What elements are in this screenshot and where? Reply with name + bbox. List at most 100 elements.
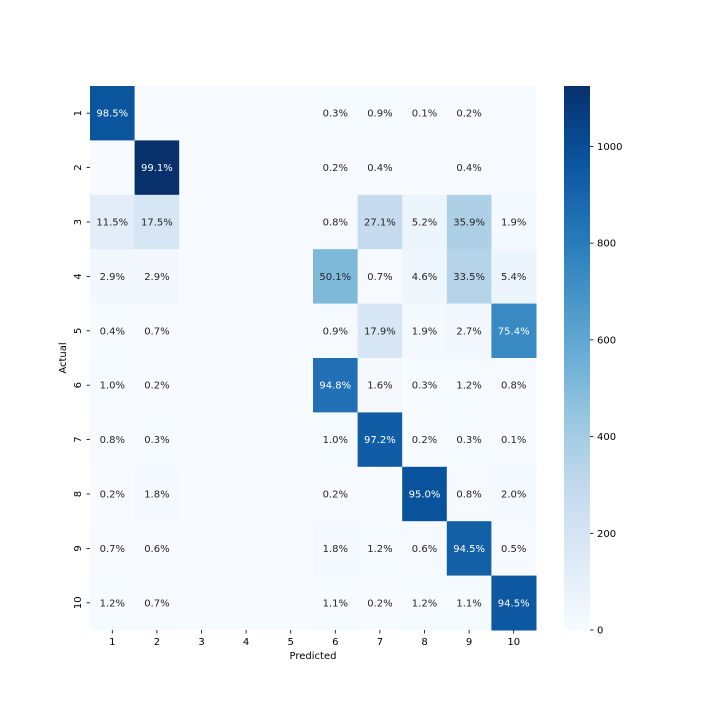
- y-axis: 1 2 3 4 5 6 7 8 9 10: [73, 110, 90, 609]
- y-tick-label: 3: [73, 219, 84, 225]
- heatmap-cell: [90, 303, 136, 359]
- y-tick-label: 2: [73, 164, 84, 170]
- heatmap-cell: [223, 303, 269, 359]
- heatmap-cell: [268, 194, 314, 250]
- heatmap-cell: [134, 521, 180, 577]
- cell-label: 0.2%: [323, 163, 348, 174]
- cell-label: 2.0%: [501, 490, 526, 501]
- heatmap-cell: [223, 575, 269, 631]
- heatmap-cell: [491, 466, 537, 522]
- heatmap-cell: [223, 194, 269, 250]
- cell-label: 4.6%: [412, 272, 437, 283]
- heatmap-cell: [402, 358, 448, 413]
- heatmap-cell: [223, 412, 269, 468]
- heatmap-cell: [179, 521, 225, 577]
- heatmap-cell: [402, 575, 448, 631]
- heatmap-cell: [446, 194, 492, 250]
- y-tick-label: 1: [73, 110, 84, 116]
- heatmap-cell: [402, 412, 448, 468]
- heatmap-cell: [357, 140, 403, 196]
- cell-label: 75.4%: [498, 326, 530, 337]
- cell-label: 0.7%: [367, 272, 392, 283]
- heatmap-cell: [402, 194, 448, 250]
- cell-label: 1.8%: [323, 544, 348, 555]
- cell-label: 17.9%: [364, 326, 396, 337]
- y-tick-label: 5: [73, 328, 84, 334]
- cell-label: 1.0%: [323, 435, 348, 446]
- colorbar-tick-label: 200: [597, 529, 616, 540]
- heatmap-cell: [491, 140, 537, 196]
- heatmap-cell: [491, 194, 537, 250]
- cell-label: 95.0%: [409, 490, 441, 501]
- cell-label: 17.5%: [141, 218, 173, 229]
- heatmap-cell: [402, 521, 448, 577]
- x-tick-label: 3: [198, 637, 204, 648]
- cell-label: 0.5%: [501, 544, 526, 555]
- heatmap-cell: [313, 86, 359, 141]
- cell-labels: 98.5% 0.3% 0.9% 0.1% 0.2% 99.1% 0.2% 0.4% 0.4% 11…: [96, 109, 529, 610]
- heatmap-cell: [357, 249, 403, 305]
- heatmap-cell: [90, 86, 136, 141]
- heatmap-cell: [446, 358, 492, 413]
- cell-label: 2.9%: [144, 272, 169, 283]
- heatmap-cell: [402, 249, 448, 305]
- y-tick-label: 8: [73, 491, 84, 497]
- colorbar-tick-label: 600: [597, 335, 616, 346]
- cell-label: 0.3%: [323, 109, 348, 120]
- cell-label: 1.1%: [323, 598, 348, 609]
- cell-label: 97.2%: [364, 435, 396, 446]
- heatmap-cell: [223, 86, 269, 141]
- cell-label: 0.7%: [144, 598, 169, 609]
- cell-label: 0.3%: [412, 381, 437, 392]
- x-tick-label: 8: [421, 637, 427, 648]
- cell-label: 0.7%: [144, 326, 169, 337]
- x-tick-label: 2: [154, 637, 160, 648]
- heatmap-cell: [313, 358, 359, 413]
- heatmap-cell: [491, 412, 537, 468]
- heatmap-cell: [179, 575, 225, 631]
- heatmap-cell: [90, 194, 136, 250]
- colorbar-tick-label: 0: [597, 626, 603, 637]
- cell-label: 1.9%: [412, 326, 437, 337]
- heatmap-cell: [134, 466, 180, 522]
- heatmap-cell: [357, 358, 403, 413]
- heatmap-cell: [268, 140, 314, 196]
- heatmap-cell: [446, 521, 492, 577]
- heatmap-cell: [357, 575, 403, 631]
- heatmap-cell: [90, 521, 136, 577]
- x-tick-label: 7: [377, 637, 383, 648]
- cell-label: 1.8%: [144, 490, 169, 501]
- heatmap-cell: [223, 521, 269, 577]
- cell-label: 0.6%: [412, 544, 437, 555]
- heatmap-cell: [90, 358, 136, 413]
- cell-label: 1.6%: [367, 381, 392, 392]
- x-tick-label: 10: [507, 637, 520, 648]
- heatmap-cell: [223, 140, 269, 196]
- x-tick-label: 5: [288, 637, 294, 648]
- heatmap-cell: [313, 575, 359, 631]
- heatmap-cell: [357, 303, 403, 359]
- x-tick-label: 6: [332, 637, 338, 648]
- heatmap-cells: [90, 86, 537, 631]
- cell-label: 5.4%: [501, 272, 526, 283]
- heatmap-cell: [268, 86, 314, 141]
- y-tick-label: 9: [73, 545, 84, 551]
- y-axis-label: Actual: [58, 342, 69, 373]
- heatmap-cell: [90, 575, 136, 631]
- heatmap-cell: [179, 412, 225, 468]
- cell-label: 0.2%: [144, 381, 169, 392]
- cell-label: 0.2%: [100, 490, 125, 501]
- cell-label: 0.1%: [501, 435, 526, 446]
- heatmap-cell: [491, 303, 537, 359]
- heatmap-cell: [491, 358, 537, 413]
- heatmap-cell: [446, 466, 492, 522]
- heatmap-cell: [491, 521, 537, 577]
- cell-label: 1.1%: [456, 598, 481, 609]
- heatmap-cell: [179, 466, 225, 522]
- heatmap-cell: [357, 466, 403, 522]
- cell-label: 0.7%: [100, 544, 125, 555]
- cell-label: 0.3%: [456, 435, 481, 446]
- heatmap-cell: [313, 466, 359, 522]
